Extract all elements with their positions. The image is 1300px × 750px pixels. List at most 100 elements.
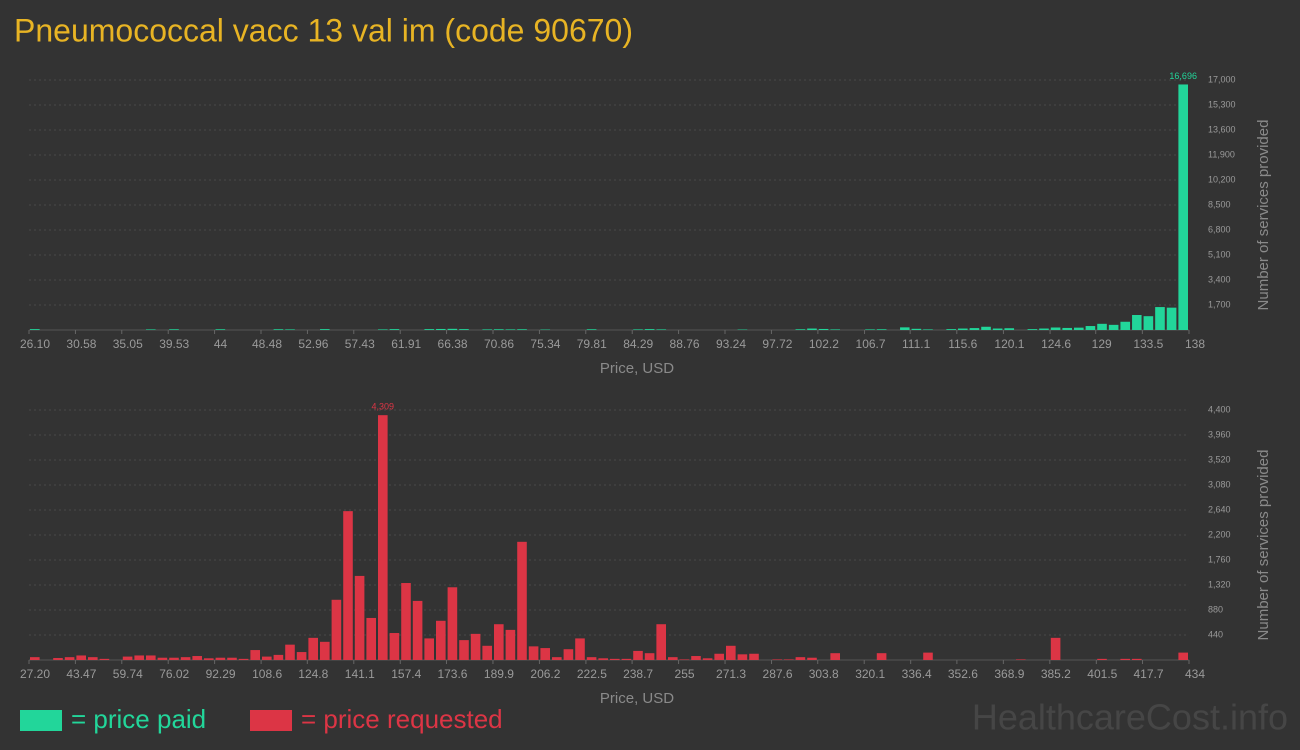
bar [598,658,608,660]
bar [459,329,469,330]
bar [621,658,632,660]
x-tick-label: 173.6 [437,667,467,681]
bar [876,329,887,330]
y-tick-label: 1,700 [1208,299,1231,309]
bar [517,541,527,660]
bar [969,328,980,330]
y-tick-label: 880 [1208,604,1223,614]
x-tick-label: 57.43 [345,337,375,351]
bar [958,328,968,330]
bar [981,326,991,330]
bar [273,654,284,660]
y-tick-label: 3,960 [1208,429,1231,439]
bar [320,329,330,330]
x-tick-label: 97.72 [762,337,792,351]
bar [1016,659,1026,660]
bar [610,658,620,660]
bar [923,652,933,660]
bar [436,620,446,660]
bar [1074,327,1084,330]
bar [204,658,214,660]
bar [285,329,295,330]
y-tick-label: 13,600 [1208,124,1236,134]
bar [876,653,887,660]
bar [1050,327,1061,330]
bar [459,640,469,660]
x-tick-label: 93.24 [716,337,746,351]
bar [378,415,388,660]
bar [482,329,492,330]
bar [389,633,400,660]
x-tick-label: 35.05 [113,337,143,351]
bar [1004,328,1015,330]
x-tick-label: 238.7 [623,667,653,681]
x-tick-label: 44 [214,337,228,351]
legend-swatch [250,710,292,731]
x-tick-label: 108.6 [252,667,282,681]
bar [668,657,678,660]
bar [552,657,562,660]
bar [30,329,40,330]
bar [389,329,400,330]
bar [308,637,318,660]
bar [795,329,806,330]
bar [1155,307,1165,330]
bar [401,583,411,660]
bar [726,645,736,660]
x-tick-label: 30.58 [66,337,96,351]
bar [470,633,481,660]
x-tick-label: 352.6 [948,667,978,681]
x-tick-label: 111.1 [902,337,931,351]
y-tick-label: 4,400 [1208,404,1231,414]
bar [586,329,597,330]
x-tick-label: 102.2 [809,337,839,351]
y-tick-label: 440 [1208,629,1223,639]
x-tick-label: 120.1 [994,337,1024,351]
x-tick-label: 26.10 [20,337,50,351]
bar [424,638,434,660]
bar [911,328,922,330]
bar [1062,327,1072,330]
bar [494,624,504,660]
bar [76,655,86,660]
bar [865,329,875,330]
bar [633,329,643,330]
bar [992,328,1003,330]
bar [378,329,388,330]
x-tick-label: 88.76 [670,337,700,351]
x-tick-label: 124.6 [1041,337,1071,351]
bar [494,329,504,330]
bar [1143,316,1154,330]
page-title: Pneumococcal vacc 13 val im (code 90670) [14,12,633,48]
bar [1178,652,1188,660]
y-tick-label: 3,400 [1208,274,1231,284]
x-tick-label: 222.5 [577,667,607,681]
bar [818,328,829,330]
bar [586,657,597,660]
bar [64,657,75,660]
bar [238,658,249,660]
y-tick-label: 15,300 [1208,99,1236,109]
x-tick-label: 385.2 [1041,667,1071,681]
y-tick-label: 2,640 [1208,504,1231,514]
x-tick-label: 39.53 [159,337,189,351]
bar [424,329,435,330]
bar [1120,321,1131,330]
bar [749,653,759,660]
bar [1097,658,1107,660]
x-tick-label: 336.4 [902,667,932,681]
bar [227,657,237,660]
bar [88,657,98,660]
bar [169,329,179,330]
bar [807,328,817,330]
bar [575,638,585,660]
bar [447,587,458,660]
bar [1027,329,1038,330]
value-label: 4,309 [372,402,395,412]
y-tick-label: 6,800 [1208,224,1231,234]
bar [157,657,168,660]
bar [366,617,376,660]
bar [784,659,794,660]
bar [30,657,40,660]
bar [1132,315,1142,330]
